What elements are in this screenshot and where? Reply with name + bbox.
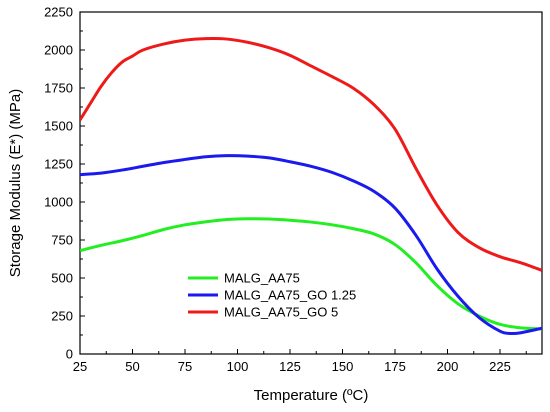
series-line-3 bbox=[80, 36, 542, 272]
y-tick-label: 500 bbox=[51, 271, 73, 286]
plot-area-frame bbox=[79, 11, 543, 355]
x-tick-label: 150 bbox=[332, 359, 354, 374]
x-tick-label: 25 bbox=[73, 359, 87, 374]
x-tick-label: 225 bbox=[489, 359, 511, 374]
series-line-1 bbox=[80, 217, 542, 331]
y-axis-title: Storage Modulus (E*) (MPa) bbox=[7, 89, 24, 277]
y-tick-label: 1000 bbox=[44, 195, 73, 210]
legend-label: MALG_AA75_GO 5 bbox=[224, 305, 338, 320]
legend: MALG_AA75 MALG_AA75_GO 1.25 MALG_AA75_GO 5 bbox=[188, 271, 356, 320]
x-tick-label: 50 bbox=[125, 359, 139, 374]
y-tick-label: 1250 bbox=[44, 157, 73, 172]
x-tick-label: 200 bbox=[437, 359, 459, 374]
series-layer bbox=[80, 36, 542, 336]
x-tick-label: 75 bbox=[178, 359, 192, 374]
x-tick-label: 175 bbox=[384, 359, 406, 374]
axis-ticks: 25 50 75 100 125 150 175 200 2250250500750100012… bbox=[44, 5, 527, 374]
x-tick-label: 125 bbox=[279, 359, 301, 374]
x-axis-title: Temperature (ºC) bbox=[254, 387, 369, 404]
legend-label: MALG_AA75 bbox=[224, 271, 300, 286]
y-tick-label: 2250 bbox=[44, 5, 73, 20]
y-tick-label: 1500 bbox=[44, 119, 73, 134]
y-tick-label: 2000 bbox=[44, 43, 73, 58]
y-tick-label: 1750 bbox=[44, 81, 73, 96]
y-tick-label: 0 bbox=[66, 347, 73, 362]
legend-label: MALG_AA75_GO 1.25 bbox=[224, 288, 356, 303]
series-line-2 bbox=[80, 154, 542, 336]
y-tick-label: 250 bbox=[51, 309, 73, 324]
x-tick-label: 100 bbox=[227, 359, 249, 374]
y-tick-label: 750 bbox=[51, 233, 73, 248]
